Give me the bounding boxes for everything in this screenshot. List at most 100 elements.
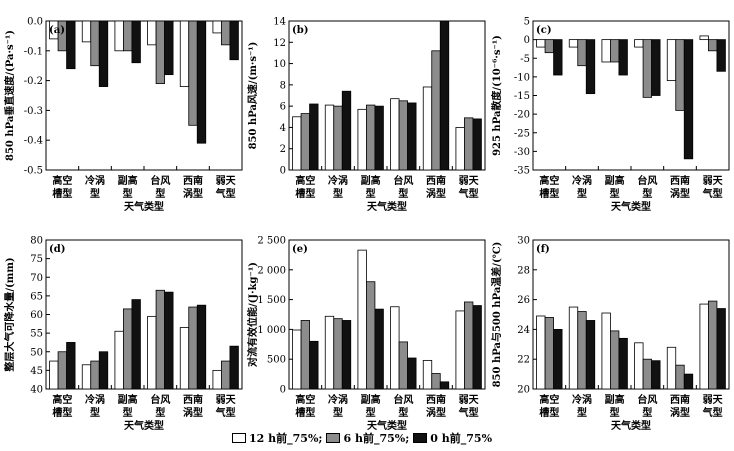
bar-0h-4 [683,373,694,390]
y-tick-label: -0.4 [24,136,43,147]
category-label: 槽型 [295,406,315,419]
category-label: 台风 [637,393,657,406]
category-label: 型 [577,187,587,200]
y-tick-label: 2 [280,144,286,155]
bar-6h-3 [642,358,652,390]
bar-12h-1 [81,20,92,43]
bar-0h-5 [229,20,239,61]
bar-12h-1 [324,315,335,390]
bar-12h-2 [357,108,367,171]
category-label: 高空 [52,174,72,187]
y-tick-label: 2 000 [257,265,286,276]
y-tick-label: 30 [517,236,530,247]
category-label: 涡型 [670,406,690,419]
category-label: 型 [155,406,165,419]
y-tick-label: 6 [280,102,286,113]
y-tick-label: 0.0 [27,17,43,28]
bar-6h-0 [544,317,554,390]
bar-12h-4 [666,346,677,390]
category-label: 型 [333,187,343,200]
category-label: 型 [90,406,100,419]
bar-6h-0 [57,351,67,390]
bar-6h-2 [366,104,376,171]
bar-6h-1 [90,360,100,390]
legend: 12 h前_75%; 6 h前_75%; 0 h前_75% [232,429,496,447]
bar-0h-2 [374,308,384,390]
category-label: 型 [366,406,376,419]
bar-12h-5 [212,20,222,34]
category-label: 西南 [183,393,203,406]
x-axis-title: 天气类型 [611,200,651,213]
y-tick-label: -10 [514,72,530,83]
y-tick-label: -20 [514,110,530,121]
y-tick-label: 4 [280,123,286,134]
bar-0h-0 [66,342,76,390]
category-label: 型 [90,187,100,200]
y-tick-label: -0.1 [24,46,43,57]
category-label: 高空 [295,393,315,406]
x-axis-title: 天气类型 [124,200,164,213]
y-tick-label: 26 [517,295,530,306]
bar-0h-0 [309,340,319,390]
legend-item-6h: 6 h前_75%; [326,430,409,446]
bar-12h-3 [390,98,400,171]
y-axis-title: 整层大气可降水量/(mm) [3,257,16,372]
bar-0h-2 [618,337,628,390]
category-label: 气型 [215,187,236,200]
category-label: 西南 [426,174,446,187]
bar-12h-2 [114,330,124,390]
bar-0h-3 [651,360,661,390]
bar-0h-5 [472,305,482,390]
chart-panel-f: 302826242220高空槽型冷涡型副高型台风型西南涡型弱天气型天气类型850… [490,236,730,432]
bar-0h-3 [164,291,174,390]
category-label: 型 [610,406,620,419]
bar-6h-5 [221,20,231,46]
bar-0h-5 [716,39,726,72]
panel-tag: (b) [292,25,308,36]
panel-tag: (d) [49,244,65,255]
legend-swatch [232,433,246,443]
bar-12h-3 [634,342,644,390]
bar-12h-4 [422,86,433,171]
bar-6h-4 [431,50,441,171]
category-label: 型 [577,406,587,419]
y-tick-label: 45 [30,366,43,377]
chart-panel-d: 807570656055504540高空槽型冷涡型副高型台风型西南涡型弱天气型天… [3,236,243,432]
category-label: 高空 [539,174,559,187]
category-label: 弱天 [216,175,237,187]
category-label: 气型 [702,187,723,200]
bar-12h-2 [357,249,367,390]
bar-0h-0 [309,103,319,171]
category-label: 西南 [183,174,203,187]
y-tick-label: -15 [514,91,530,102]
y-tick-label: 14 [273,17,286,28]
category-label: 高空 [539,393,559,406]
x-axis-title: 天气类型 [611,419,651,432]
bar-6h-3 [398,341,408,390]
y-tick-label: -25 [514,128,530,139]
bar-0h-1 [98,351,109,390]
category-label: 涡型 [670,187,690,200]
bar-12h-0 [536,39,546,48]
y-tick-label: 500 [267,355,286,366]
category-label: 副高 [605,393,625,406]
bar-12h-5 [699,303,709,390]
category-label: 台风 [637,174,657,187]
bar-6h-1 [90,20,100,67]
category-label: 冷涡 [572,393,592,406]
category-label: 型 [642,406,652,419]
bar-12h-0 [49,360,59,390]
category-label: 副高 [361,393,381,406]
bar-6h-2 [123,20,133,52]
category-label: 型 [610,187,620,200]
bar-6h-4 [675,364,685,390]
y-tick-label: 28 [517,265,530,276]
bar-12h-0 [536,315,546,390]
bar-0h-1 [341,90,352,171]
category-label: 西南 [426,393,446,406]
bar-6h-4 [188,20,198,126]
category-label: 槽型 [539,187,559,200]
bar-12h-1 [81,364,92,390]
category-label: 气型 [458,187,479,200]
bar-12h-2 [601,39,611,63]
